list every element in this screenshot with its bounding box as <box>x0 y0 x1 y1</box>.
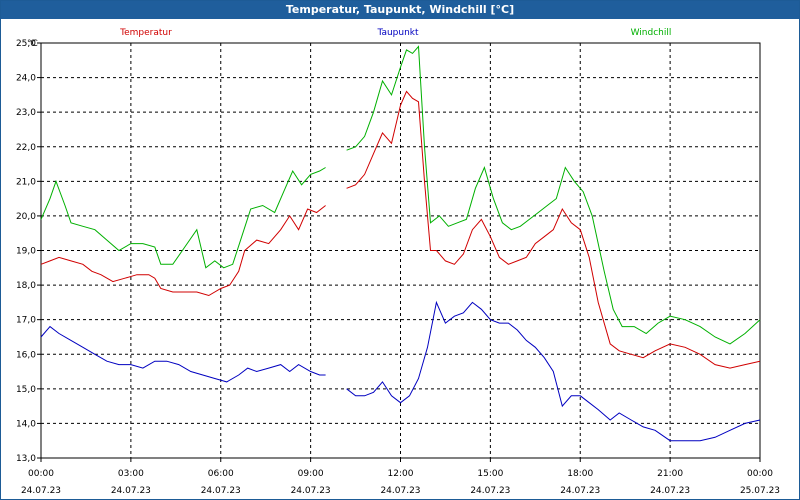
x-tick-time: 18:00 <box>567 469 593 479</box>
y-tick-label: 23,0 <box>16 108 36 118</box>
legend-windchill: Windchill <box>631 28 672 38</box>
y-tick-label: 14,0 <box>16 419 36 429</box>
x-tick-date: 24.07.23 <box>560 486 600 496</box>
series-line-temperatur <box>40 205 326 297</box>
y-tick-label: 19,0 <box>16 247 36 257</box>
x-tick-date: 24.07.23 <box>380 486 420 496</box>
x-tick-date: 24.07.23 <box>111 486 151 496</box>
series-lines <box>40 45 761 442</box>
y-tick-label: 24,0 <box>16 74 36 84</box>
y-tick-label: 17,0 <box>16 316 36 326</box>
x-tick-date: 24.07.23 <box>291 486 331 496</box>
legend: Temperatur Taupunkt Windchill <box>119 28 671 38</box>
series-line-temperatur <box>346 90 761 369</box>
tick-labels: 13,0 14,0 15,0 16,0 17,0 18,0 19,0 20,0 21,0 22,0… <box>16 39 780 496</box>
y-axis-label: °C <box>27 39 38 49</box>
x-tick-date: 25.07.23 <box>740 486 780 496</box>
x-tick-time: 15:00 <box>477 469 503 479</box>
axes <box>37 42 761 462</box>
y-tick-label: 22,0 <box>16 143 36 153</box>
legend-taupunkt: Taupunkt <box>376 28 419 38</box>
window-title: Temperatur, Taupunkt, Windchill [°C] <box>1 1 799 19</box>
series-line-windchill <box>40 167 326 269</box>
x-tick-time: 09:00 <box>298 469 324 479</box>
x-tick-time: 03:00 <box>118 469 144 479</box>
x-tick-time: 00:00 <box>28 469 54 479</box>
y-tick-label: 20,0 <box>16 212 36 222</box>
series-line-taupunkt <box>40 325 326 383</box>
x-tick-time: 06:00 <box>208 469 234 479</box>
y-tick-label: 16,0 <box>16 350 36 360</box>
y-tick-label: 18,0 <box>16 281 36 291</box>
series-line-taupunkt <box>346 300 761 442</box>
y-tick-label: 15,0 <box>16 385 36 395</box>
x-tick-date: 24.07.23 <box>21 486 61 496</box>
plot-frame <box>40 42 761 459</box>
x-tick-time: 21:00 <box>657 469 683 479</box>
x-tick-time: 00:00 <box>747 469 773 479</box>
y-tick-label: 13,0 <box>16 454 36 464</box>
y-tick-label: 25,0 <box>16 39 36 49</box>
series-line-windchill <box>346 45 761 345</box>
y-tick-label: 21,0 <box>16 177 36 187</box>
x-tick-date: 24.07.23 <box>650 486 690 496</box>
x-tick-date: 24.07.23 <box>201 486 241 496</box>
x-tick-time: 12:00 <box>388 469 414 479</box>
legend-temperatur: Temperatur <box>119 28 172 38</box>
x-tick-date: 24.07.23 <box>470 486 510 496</box>
